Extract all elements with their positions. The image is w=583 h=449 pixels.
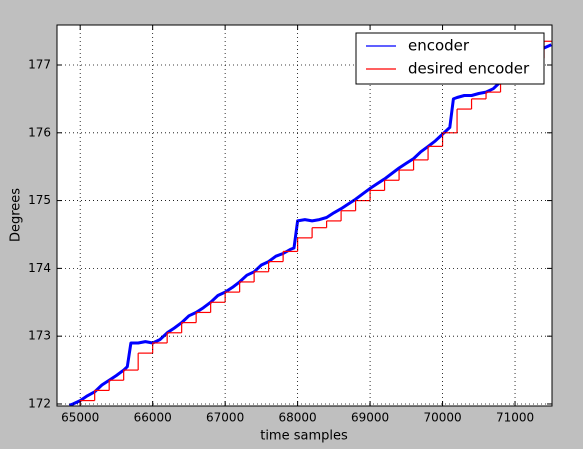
legend-label: desired encoder xyxy=(408,60,530,78)
y-tick-label: 176 xyxy=(28,125,51,139)
y-tick-label: 174 xyxy=(28,261,51,275)
x-tick-label: 65000 xyxy=(61,411,99,425)
y-tick-label: 173 xyxy=(28,329,51,343)
x-tick-label: 71000 xyxy=(496,411,534,425)
x-tick-label: 66000 xyxy=(134,411,172,425)
y-tick-label: 177 xyxy=(28,57,51,71)
x-tick-label: 69000 xyxy=(351,411,389,425)
x-axis-label: time samples xyxy=(260,429,348,444)
y-tick-label: 175 xyxy=(28,193,51,207)
legend-label: encoder xyxy=(408,37,470,55)
x-tick-label: 67000 xyxy=(206,411,244,425)
series-line xyxy=(68,43,552,406)
plot-layer xyxy=(68,40,552,406)
x-tick-label: 70000 xyxy=(423,411,461,425)
y-tick-label: 172 xyxy=(28,396,51,410)
x-tick-label: 68000 xyxy=(279,411,317,425)
plot-frame xyxy=(56,24,553,407)
legend-box xyxy=(355,32,545,85)
y-axis-label: Degrees xyxy=(9,188,24,242)
